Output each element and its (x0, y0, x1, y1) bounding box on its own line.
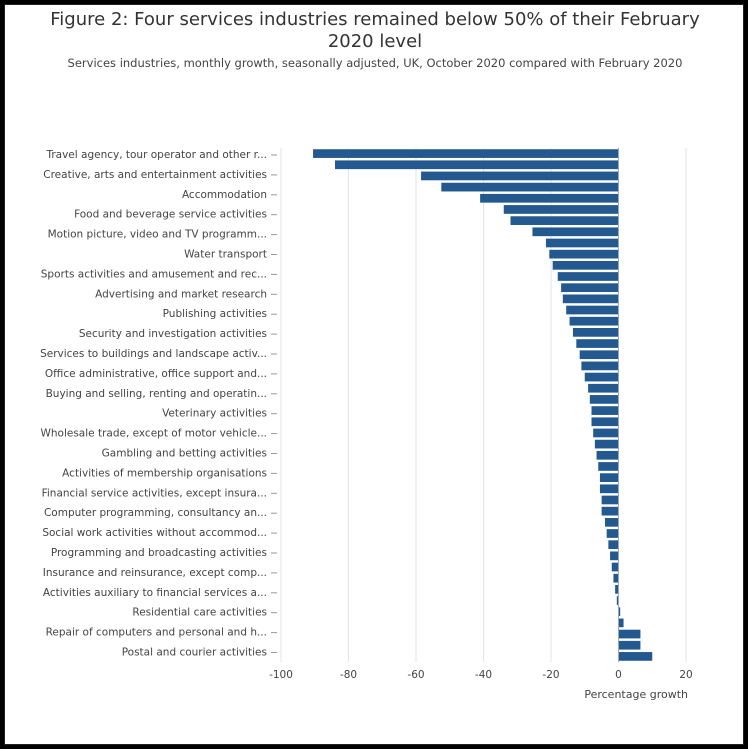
category-label: Services to buildings and landscape acti… (40, 348, 267, 360)
bar (594, 439, 619, 449)
bar (441, 182, 619, 192)
bar (552, 260, 619, 270)
bar (605, 517, 619, 527)
category-label: Creative, arts and entertainment activit… (43, 169, 267, 181)
bar (576, 339, 619, 348)
category-label: Buying and selling, renting and operatin… (46, 388, 267, 400)
bar (611, 562, 619, 572)
bar (599, 473, 619, 482)
bar (313, 149, 619, 158)
x-tick-label: 20 (679, 669, 692, 681)
category-label: Insurance and reinsurance, except comp..… (43, 567, 267, 579)
bar (618, 629, 641, 639)
bar (596, 450, 619, 460)
bar (335, 160, 619, 170)
category-label: Computer programming, consultancy an... (44, 507, 267, 519)
category-label: Veterinary activities (162, 408, 267, 420)
category-label: Water transport (184, 249, 267, 261)
bar (598, 462, 619, 471)
bar (503, 205, 619, 214)
category-label: Sports activities and amusement and rec.… (41, 268, 267, 280)
bar (608, 540, 619, 550)
bar (549, 249, 619, 259)
bar (618, 618, 624, 628)
bar (584, 372, 619, 382)
category-label: Food and beverage service activities (74, 209, 267, 221)
category-label: Office administrative, office support an… (45, 368, 267, 380)
bar (569, 316, 619, 326)
bar (616, 596, 619, 605)
bar (572, 328, 619, 337)
category-label: Activities of membership organisations (62, 467, 267, 479)
bar (581, 361, 619, 371)
bar (601, 495, 619, 505)
bar (589, 395, 619, 404)
category-label: Residential care activities (132, 607, 267, 619)
bar (480, 193, 619, 203)
bar (618, 652, 653, 661)
category-label: Advertising and market research (95, 288, 267, 300)
bar (618, 640, 641, 650)
bar (562, 294, 619, 304)
category-label: Financial service activities, except ins… (42, 487, 267, 499)
x-tick-label: -80 (340, 669, 357, 681)
category-label: Programming and broadcasting activities (51, 547, 267, 559)
bar (510, 216, 619, 225)
category-label: Motion picture, video and TV programm... (48, 229, 267, 241)
bar (591, 417, 619, 427)
bar (566, 305, 619, 315)
x-tick-label: 0 (615, 669, 622, 681)
category-label: Activities auxiliary to financial servic… (43, 587, 267, 599)
category-label: Publishing activities (163, 308, 267, 320)
bar (599, 484, 619, 494)
x-tick-label: -60 (407, 669, 424, 681)
category-label: Security and investigation activities (79, 328, 267, 340)
category-label: Wholesale trade, except of motor vehicle… (41, 428, 268, 440)
bar (579, 350, 619, 360)
chart-frame: Figure 2: Four services industries remai… (4, 4, 744, 745)
bar (421, 171, 619, 181)
category-label: Repair of computers and personal and h..… (46, 627, 267, 639)
bar (591, 406, 619, 415)
bar (613, 573, 619, 583)
bar (557, 272, 619, 281)
bar (606, 529, 619, 538)
bar (545, 238, 619, 248)
x-tick-label: -40 (475, 669, 492, 681)
x-tick-label: -100 (269, 669, 293, 681)
bar (610, 551, 619, 561)
x-tick-label: -20 (542, 669, 559, 681)
bar (618, 607, 621, 617)
bar (561, 283, 619, 293)
category-label: Accommodation (182, 189, 267, 201)
bar (615, 585, 619, 594)
category-label: Gambling and betting activities (102, 448, 267, 460)
category-label: Travel agency, tour operator and other r… (45, 149, 267, 161)
bar (588, 383, 619, 393)
category-label: Postal and courier activities (122, 647, 267, 659)
chart-subtitle: Services industries, monthly growth, sea… (67, 56, 683, 70)
bar (593, 428, 619, 438)
bar-chart: Travel agency, tour operator and other r… (40, 148, 693, 701)
chart-title: Figure 2: Four services industries remai… (50, 9, 700, 52)
x-axis-label: Percentage growth (584, 688, 688, 701)
category-label: Social work activities without accommod.… (42, 527, 267, 539)
bar (601, 506, 619, 516)
bar (532, 227, 619, 237)
